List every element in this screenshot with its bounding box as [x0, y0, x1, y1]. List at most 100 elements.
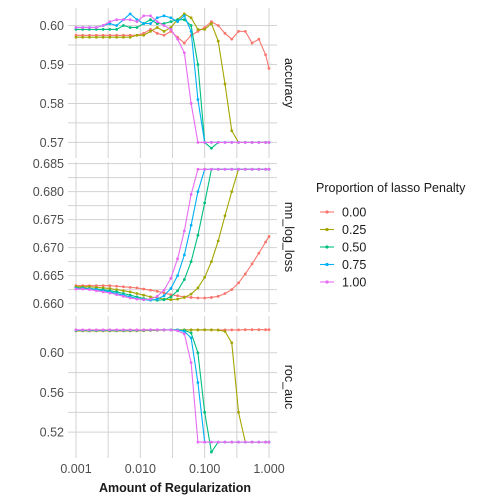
- data-point: [267, 141, 271, 144]
- data-point: [135, 292, 139, 295]
- data-point: [142, 287, 146, 291]
- data-point: [210, 20, 213, 24]
- legend-label: 0.75: [342, 258, 366, 272]
- data-point: [128, 285, 132, 289]
- data-point: [81, 328, 85, 332]
- legend-item-1.00: 1.00: [320, 276, 366, 290]
- data-point: [189, 260, 193, 264]
- data-point: [203, 275, 207, 279]
- data-point: [216, 328, 220, 332]
- data-point: [108, 20, 112, 24]
- data-point: [94, 33, 98, 37]
- data-point: [237, 167, 240, 171]
- data-point: [196, 381, 200, 384]
- y-tick-label: 0.56: [40, 386, 64, 400]
- data-point: [189, 331, 193, 335]
- data-point: [223, 82, 227, 86]
- data-point: [243, 167, 247, 171]
- data-point: [162, 29, 166, 33]
- data-point: [162, 24, 166, 27]
- data-point: [210, 167, 213, 171]
- data-point: [155, 22, 159, 25]
- data-point: [88, 28, 91, 31]
- legend-item-0.75: 0.75: [320, 258, 366, 272]
- data-point: [142, 298, 146, 302]
- data-point: [257, 440, 261, 444]
- data-point: [196, 167, 200, 171]
- data-point: [155, 20, 159, 24]
- x-tick-label: 0.100: [189, 462, 220, 476]
- data-point: [155, 16, 159, 20]
- data-point: [115, 288, 119, 292]
- data-point: [203, 440, 207, 444]
- data-point: [189, 292, 193, 296]
- data-point: [210, 22, 213, 25]
- data-point: [237, 410, 240, 414]
- data-point: [169, 287, 173, 290]
- data-point: [182, 12, 186, 16]
- data-point: [101, 328, 105, 332]
- strip-label-mn_log_loss: mn_log_loss: [282, 202, 296, 272]
- data-point: [135, 297, 139, 301]
- data-point: [230, 141, 234, 144]
- y-tick-label: 0.685: [33, 157, 64, 171]
- data-point: [216, 141, 220, 144]
- data-point: [142, 293, 146, 297]
- data-point: [210, 141, 213, 144]
- data-point: [149, 14, 152, 18]
- data-point: [162, 288, 166, 292]
- data-point: [115, 293, 119, 297]
- data-point: [210, 440, 213, 444]
- data-point: [196, 190, 200, 194]
- data-point: [122, 35, 125, 39]
- data-point: [122, 285, 125, 289]
- x-tick-label: 0.010: [125, 462, 156, 476]
- data-point: [108, 22, 112, 25]
- data-point: [94, 35, 98, 39]
- data-point: [243, 141, 247, 144]
- data-point: [203, 201, 207, 205]
- data-point: [267, 66, 271, 70]
- y-tick-label: 0.60: [40, 19, 64, 33]
- data-point: [162, 14, 166, 18]
- y-tick-label: 0.57: [40, 136, 64, 150]
- data-point: [230, 440, 234, 444]
- data-point: [264, 440, 268, 444]
- data-point: [189, 328, 193, 332]
- data-point: [122, 328, 125, 332]
- data-point: [176, 274, 179, 278]
- legend-key-point: [325, 280, 329, 284]
- data-point: [74, 35, 78, 39]
- data-point: [122, 289, 125, 293]
- data-point: [182, 296, 186, 299]
- data-point: [155, 294, 159, 298]
- data-point: [149, 328, 152, 332]
- legend: Proportion of lasso Penalty 0.00 0.25 0.50…: [316, 181, 466, 290]
- data-point: [149, 297, 152, 301]
- data-point: [122, 24, 125, 27]
- data-point: [196, 63, 200, 66]
- data-point: [182, 41, 186, 45]
- data-point: [162, 22, 166, 25]
- data-point: [176, 329, 179, 333]
- data-point: [189, 16, 193, 20]
- data-point: [257, 37, 261, 41]
- data-point: [216, 440, 220, 444]
- data-point: [135, 20, 139, 24]
- data-point: [223, 214, 227, 218]
- data-point: [196, 351, 200, 355]
- data-point: [230, 341, 234, 345]
- data-point: [216, 39, 220, 43]
- data-point: [176, 289, 179, 293]
- data-point: [189, 193, 193, 196]
- data-point: [230, 167, 234, 171]
- data-point: [162, 33, 166, 37]
- data-point: [216, 294, 220, 298]
- data-point: [182, 14, 186, 18]
- data-point: [155, 26, 159, 29]
- data-point: [162, 291, 166, 295]
- x-tick-label: 0.001: [60, 462, 91, 476]
- data-point: [81, 28, 85, 31]
- data-point: [88, 26, 91, 29]
